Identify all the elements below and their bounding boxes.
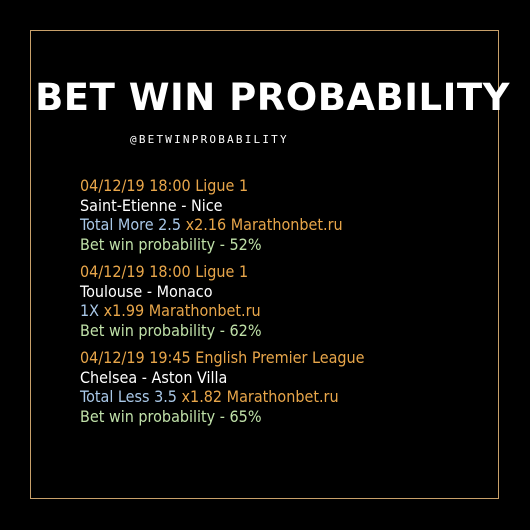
bet-market-line: 1X x1.99 Marathonbet.ru — [80, 301, 490, 321]
bet-teams: Chelsea - Aston Villa — [80, 367, 228, 387]
bet-market: 1X — [80, 301, 100, 320]
bet-item: 04/12/19 19:45 English Premier League Ch… — [80, 348, 490, 426]
bet-teams: Saint-Etienne - Nice — [80, 195, 223, 215]
bet-probability: Bet win probability - 65% — [80, 406, 262, 426]
bet-item: 04/12/19 18:00 Ligue 1 Saint-Etienne - N… — [80, 176, 490, 254]
bet-probability: Bet win probability - 62% — [80, 320, 262, 340]
bets-list: 04/12/19 18:00 Ligue 1 Saint-Etienne - N… — [80, 176, 490, 434]
social-handle: @betwinprobability — [130, 133, 289, 146]
bet-odds: x2.16 Marathonbet.ru — [185, 215, 343, 234]
bet-odds: x1.82 Marathonbet.ru — [181, 387, 339, 406]
card-frame — [30, 30, 499, 499]
bet-meta: 04/12/19 19:45 English Premier League — [80, 348, 365, 367]
bet-teams: Toulouse - Monaco — [80, 281, 213, 301]
bet-market: Total Less 3.5 — [80, 387, 177, 406]
bet-odds: x1.99 Marathonbet.ru — [103, 301, 261, 320]
bet-market-line: Total Less 3.5 x1.82 Marathonbet.ru — [80, 387, 490, 407]
bet-probability: Bet win probability - 52% — [80, 234, 262, 254]
bet-market: Total More 2.5 — [80, 215, 182, 234]
page-title: BET WIN PROBABILITY — [35, 76, 510, 119]
bet-meta: 04/12/19 18:00 Ligue 1 — [80, 262, 249, 281]
bet-item: 04/12/19 18:00 Ligue 1 Toulouse - Monaco… — [80, 262, 490, 340]
bet-meta: 04/12/19 18:00 Ligue 1 — [80, 176, 249, 195]
bet-market-line: Total More 2.5 x2.16 Marathonbet.ru — [80, 215, 490, 235]
